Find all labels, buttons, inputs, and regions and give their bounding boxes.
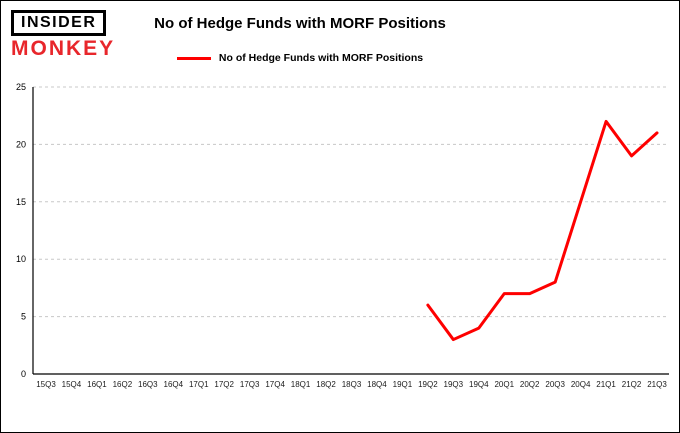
svg-text:20Q1: 20Q1 xyxy=(494,380,514,389)
svg-text:18Q3: 18Q3 xyxy=(342,380,362,389)
logo-monkey-text: MONKEY xyxy=(11,37,116,60)
svg-text:17Q2: 17Q2 xyxy=(214,380,234,389)
svg-text:21Q2: 21Q2 xyxy=(622,380,642,389)
svg-text:0: 0 xyxy=(21,369,26,379)
svg-text:16Q1: 16Q1 xyxy=(87,380,107,389)
svg-text:10: 10 xyxy=(16,254,26,264)
svg-text:21Q1: 21Q1 xyxy=(596,380,616,389)
svg-text:18Q2: 18Q2 xyxy=(316,380,336,389)
svg-text:15Q3: 15Q3 xyxy=(36,380,56,389)
svg-text:19Q1: 19Q1 xyxy=(393,380,413,389)
svg-text:5: 5 xyxy=(21,312,26,322)
svg-text:17Q3: 17Q3 xyxy=(240,380,260,389)
svg-text:20: 20 xyxy=(16,139,26,149)
svg-text:19Q3: 19Q3 xyxy=(444,380,464,389)
svg-text:20Q4: 20Q4 xyxy=(571,380,591,389)
svg-text:19Q4: 19Q4 xyxy=(469,380,489,389)
svg-text:18Q4: 18Q4 xyxy=(367,380,387,389)
svg-text:16Q4: 16Q4 xyxy=(164,380,184,389)
svg-text:15Q4: 15Q4 xyxy=(62,380,82,389)
svg-text:17Q4: 17Q4 xyxy=(265,380,285,389)
svg-text:25: 25 xyxy=(16,82,26,92)
svg-text:20Q2: 20Q2 xyxy=(520,380,540,389)
svg-text:21Q3: 21Q3 xyxy=(647,380,667,389)
svg-text:17Q1: 17Q1 xyxy=(189,380,209,389)
svg-text:16Q2: 16Q2 xyxy=(113,380,133,389)
logo-insider-text: INSIDER xyxy=(11,10,107,36)
svg-text:19Q2: 19Q2 xyxy=(418,380,438,389)
svg-text:20Q3: 20Q3 xyxy=(545,380,565,389)
svg-text:15: 15 xyxy=(16,197,26,207)
svg-text:16Q3: 16Q3 xyxy=(138,380,158,389)
svg-text:18Q1: 18Q1 xyxy=(291,380,311,389)
insider-monkey-logo: INSIDER MONKEY xyxy=(11,10,115,59)
